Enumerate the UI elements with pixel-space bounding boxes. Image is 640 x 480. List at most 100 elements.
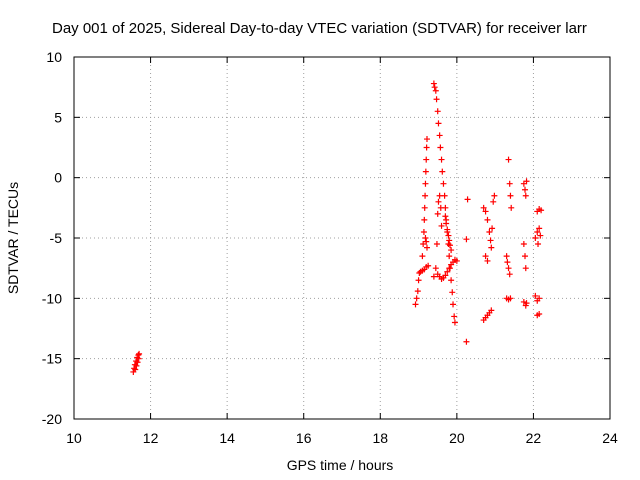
data-point <box>134 359 141 366</box>
data-point <box>503 253 510 260</box>
data-point <box>507 295 514 302</box>
data-point <box>532 292 539 299</box>
data-point <box>520 298 527 305</box>
data-point <box>412 301 419 308</box>
y-tick-labels: -20 -15 -10 -5 0 5 10 <box>42 49 62 427</box>
data-point <box>423 136 430 143</box>
data-point <box>507 192 514 199</box>
x-tick-labels: 10 12 14 16 18 20 22 24 <box>66 430 618 446</box>
data-point <box>450 301 457 308</box>
data-point <box>523 300 530 307</box>
data-point <box>442 204 449 211</box>
data-point <box>522 253 529 260</box>
y-tick-label: 5 <box>54 109 62 125</box>
data-point <box>443 220 450 227</box>
data-point <box>414 288 421 295</box>
data-point <box>482 208 489 215</box>
y-tick-label: 0 <box>54 170 62 186</box>
data-point <box>504 259 511 266</box>
data-point <box>506 271 513 278</box>
data-point <box>484 257 491 264</box>
data-point <box>436 132 443 139</box>
y-tick-label: -15 <box>42 351 62 367</box>
data-point <box>419 253 426 260</box>
data-point <box>488 244 495 251</box>
x-tick-label: 20 <box>449 430 465 446</box>
data-point <box>448 247 455 254</box>
x-tick-label: 24 <box>602 430 618 446</box>
data-point <box>440 180 447 187</box>
data-point <box>438 222 445 229</box>
data-point <box>430 80 437 87</box>
data-point <box>438 156 445 163</box>
chart-title: Day 001 of 2025, Sidereal Day-to-day VTE… <box>52 20 587 37</box>
data-point <box>484 216 491 223</box>
data-point <box>538 207 545 214</box>
data-point <box>487 237 494 244</box>
y-tick-label: -10 <box>42 290 62 306</box>
y-axis-label: SDTVAR / TECUs <box>5 182 21 294</box>
data-point <box>451 319 458 326</box>
data-point <box>445 232 452 239</box>
x-tick-label: 12 <box>143 430 159 446</box>
data-point <box>423 244 430 251</box>
data-point <box>486 228 493 235</box>
data-point <box>422 168 429 175</box>
data-point <box>413 295 420 302</box>
data-point <box>506 180 513 187</box>
y-tick-label: -20 <box>42 411 62 427</box>
x-tick-label: 22 <box>526 430 542 446</box>
data-point <box>439 168 446 175</box>
data-point <box>437 144 444 151</box>
data-point <box>430 273 437 280</box>
data-point <box>132 366 139 373</box>
data-point <box>522 186 529 193</box>
data-point <box>482 253 489 260</box>
data-point <box>433 96 440 103</box>
data-point <box>505 156 512 163</box>
data-point <box>446 237 453 244</box>
data-point <box>423 238 430 245</box>
data-point <box>422 192 429 199</box>
data-point <box>522 265 529 272</box>
data-point <box>133 362 140 369</box>
data-point <box>489 225 496 232</box>
x-axis-label: GPS time / hours <box>287 457 394 473</box>
data-point <box>442 213 449 220</box>
data-point <box>449 289 456 296</box>
data-point <box>453 257 460 264</box>
data-point <box>446 265 453 272</box>
data-point <box>463 236 470 243</box>
data-point <box>434 108 441 115</box>
data-point <box>431 84 438 91</box>
data-points <box>130 80 545 375</box>
y-tick-label: -5 <box>50 230 63 246</box>
data-point <box>422 235 429 241</box>
data-point <box>488 307 495 314</box>
x-tick-label: 10 <box>66 430 82 446</box>
data-point <box>432 87 439 94</box>
data-point <box>464 196 471 203</box>
data-point <box>536 311 543 318</box>
grid-lines <box>74 57 610 419</box>
data-point <box>416 269 423 276</box>
data-point <box>444 268 451 275</box>
axis-ticks <box>73 56 611 420</box>
data-point <box>421 216 428 223</box>
data-point <box>446 242 453 249</box>
data-point <box>505 265 512 272</box>
data-point <box>491 192 498 199</box>
data-point <box>136 350 143 357</box>
data-point <box>442 272 449 279</box>
data-point <box>448 277 455 284</box>
data-point <box>446 253 453 260</box>
data-point <box>444 226 451 233</box>
x-tick-label: 16 <box>296 430 312 446</box>
data-point <box>421 204 428 211</box>
data-point <box>537 232 544 239</box>
data-point <box>536 225 543 232</box>
data-point <box>490 198 497 205</box>
data-point <box>435 198 442 205</box>
x-tick-label: 18 <box>372 430 388 446</box>
x-tick-label: 14 <box>219 430 235 446</box>
